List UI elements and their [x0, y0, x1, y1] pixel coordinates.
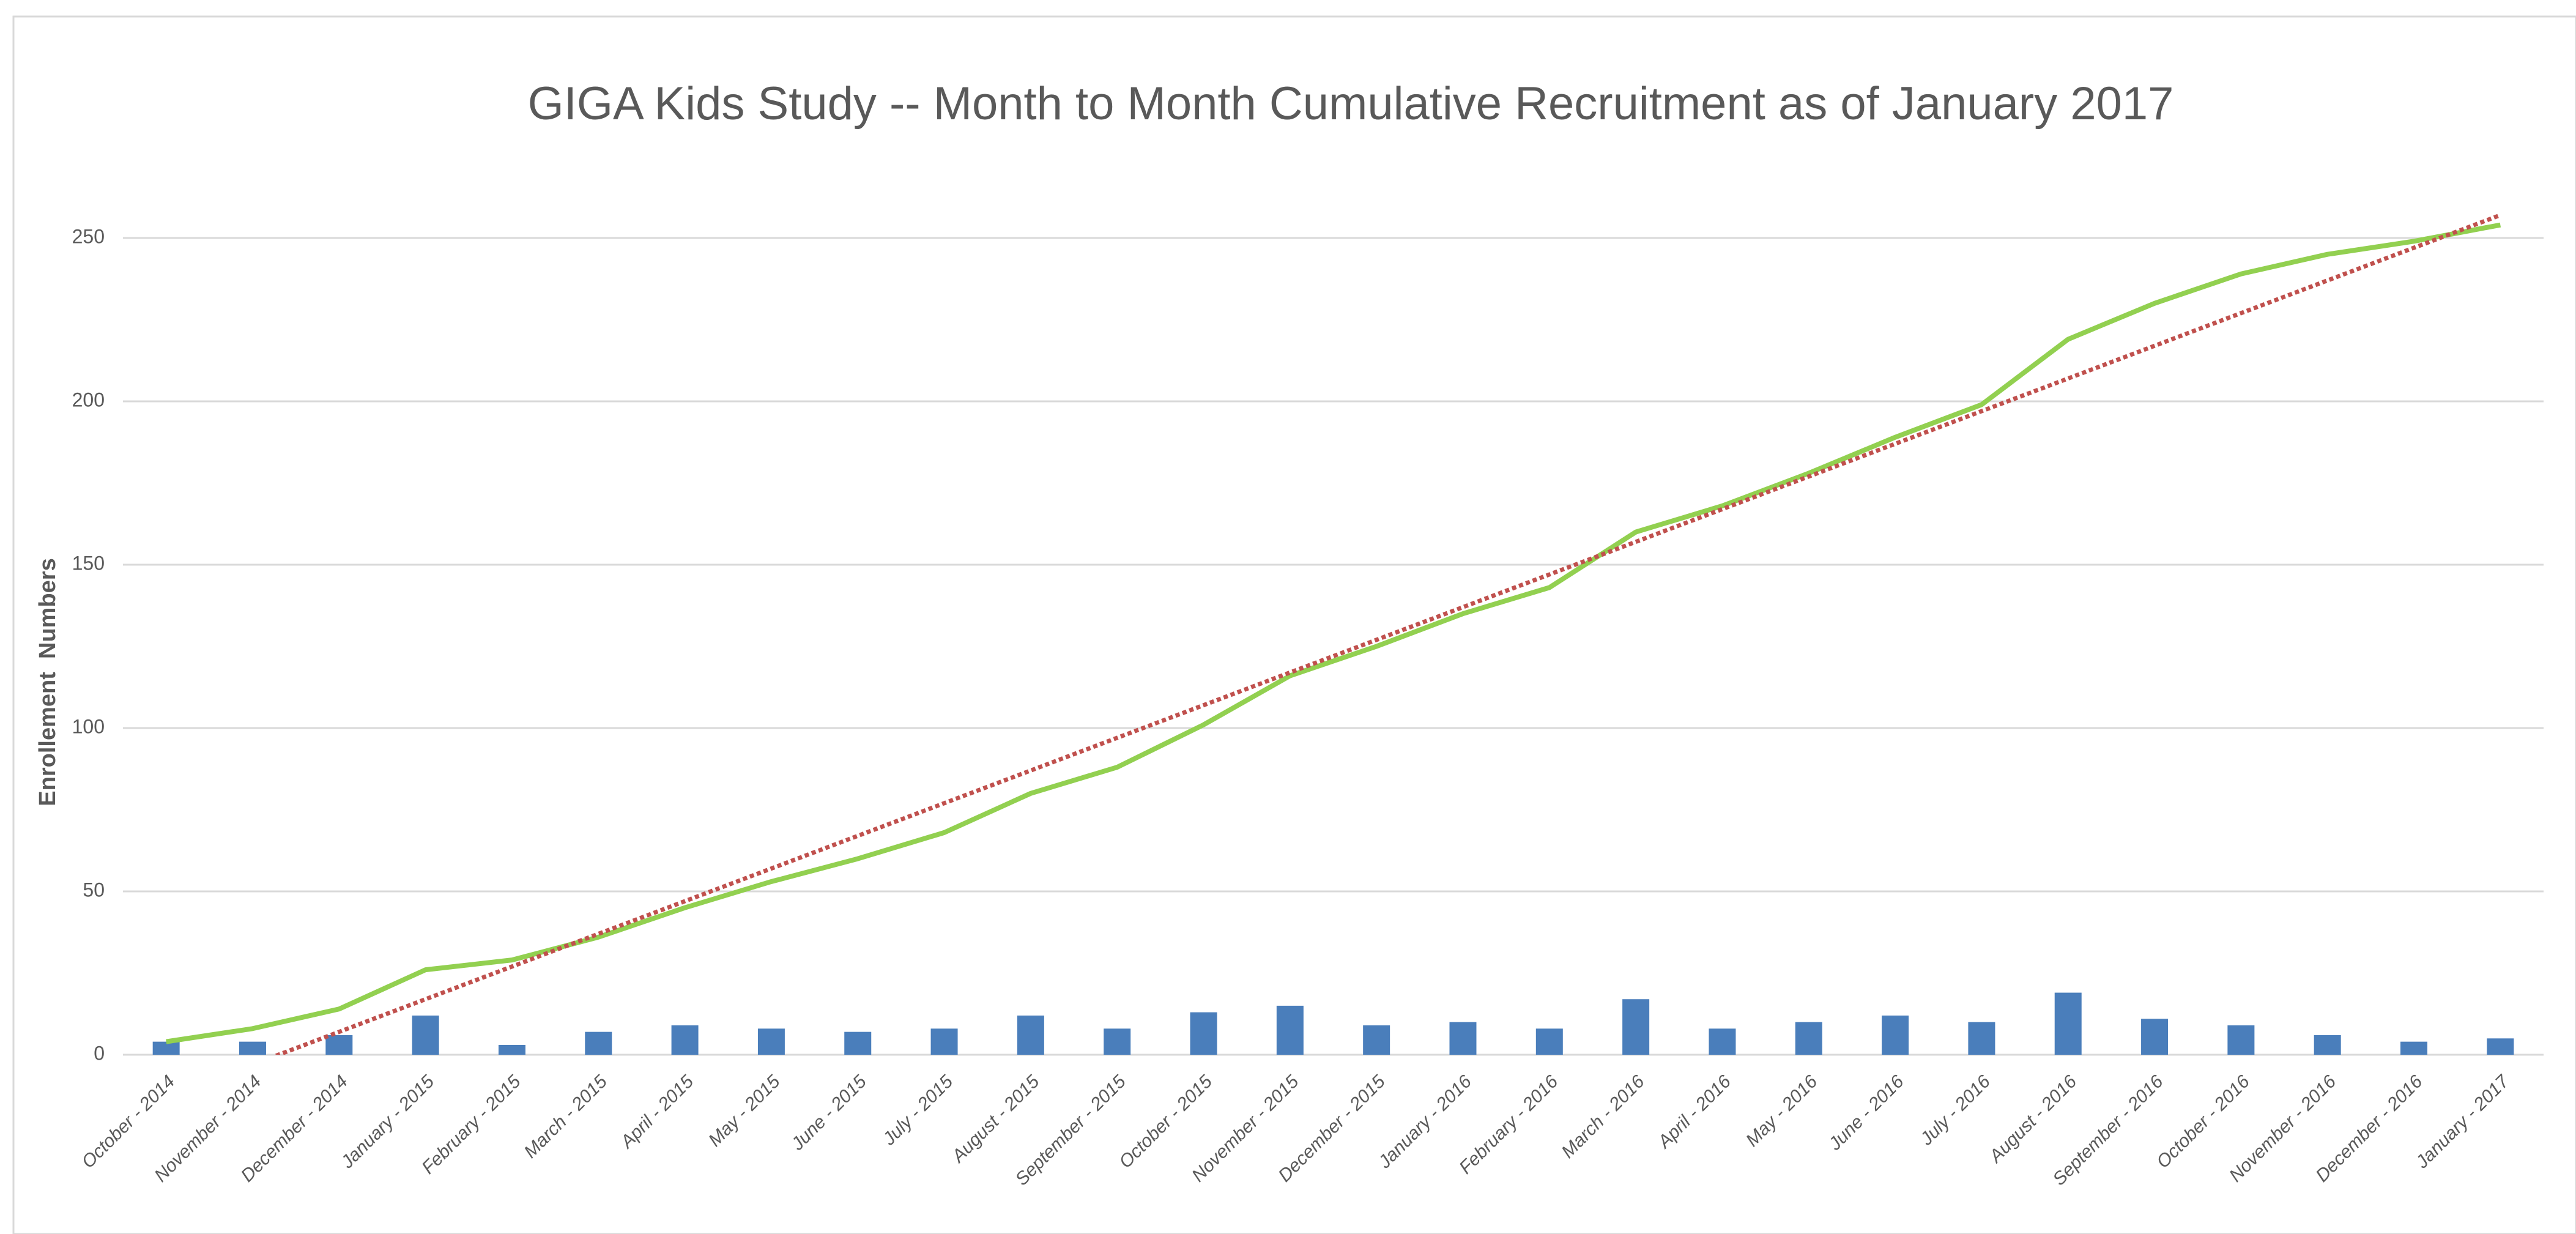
x-tick-label: August - 2015: [948, 1071, 1044, 1167]
bar: [2400, 1041, 2428, 1055]
x-tick-label: June - 2016: [1825, 1071, 1908, 1154]
bar: [585, 1031, 612, 1055]
bar: [844, 1031, 872, 1055]
bar: [2314, 1035, 2341, 1055]
bar: [325, 1035, 353, 1055]
y-tick-label: 250: [72, 225, 105, 247]
y-tick-label: 50: [83, 879, 105, 901]
bar: [1795, 1022, 1822, 1055]
x-tick-label: August - 2016: [1984, 1071, 2080, 1167]
chart-border: [12, 15, 2576, 1234]
y-tick-label: 150: [72, 552, 105, 574]
bar: [2141, 1019, 2169, 1055]
bar: [1276, 1005, 1304, 1055]
bar: [498, 1044, 525, 1055]
y-tick-label: 100: [72, 715, 105, 737]
bar: [1968, 1022, 1995, 1055]
x-tick-label: April - 2015: [616, 1071, 697, 1153]
bar: [2227, 1025, 2255, 1055]
bar: [1017, 1015, 1044, 1055]
trend-line: [272, 213, 2501, 1055]
bar: [1622, 999, 1650, 1055]
bar: [1709, 1028, 1736, 1055]
bar: [152, 1041, 180, 1055]
bar: [1882, 1015, 1909, 1055]
bar: [1190, 1012, 1217, 1055]
x-tick-label: March - 2015: [521, 1071, 612, 1162]
bar: [412, 1015, 439, 1055]
x-tick-label: July - 2015: [878, 1071, 957, 1150]
x-tick-label: January - 2016: [1374, 1071, 1475, 1173]
bar: [757, 1028, 785, 1055]
cumulative-line: [166, 222, 2501, 1044]
bar: [1449, 1022, 1477, 1055]
x-tick-label: May - 2015: [705, 1071, 784, 1151]
x-tick-label: June - 2015: [787, 1071, 870, 1154]
x-tick-label: October - 2015: [1115, 1071, 1216, 1172]
x-tick-label: May - 2016: [1742, 1071, 1822, 1151]
y-tick-label: 200: [72, 388, 105, 411]
bar: [1104, 1028, 1131, 1055]
bar: [239, 1041, 266, 1055]
x-tick-label: January - 2017: [2411, 1071, 2513, 1172]
x-tick-label: January - 2015: [337, 1071, 439, 1173]
x-tick-label: October - 2016: [2153, 1071, 2254, 1172]
chart-title: GIGA Kids Study -- Month to Month Cumula…: [528, 78, 2174, 130]
bar: [671, 1025, 699, 1055]
bar: [1535, 1028, 1563, 1055]
bar: [930, 1028, 958, 1055]
y-tick-label: 0: [94, 1042, 105, 1064]
x-tick-label: April - 2016: [1654, 1071, 1735, 1153]
x-tick-label: October - 2014: [78, 1071, 179, 1172]
bar: [2054, 992, 2082, 1055]
bar: [1363, 1025, 1390, 1055]
x-tick-label: July - 2016: [1916, 1071, 1994, 1150]
x-tick-label: March - 2016: [1557, 1071, 1649, 1162]
bar: [2487, 1038, 2514, 1055]
y-axis-label: Enrollement Numbers: [35, 558, 61, 806]
